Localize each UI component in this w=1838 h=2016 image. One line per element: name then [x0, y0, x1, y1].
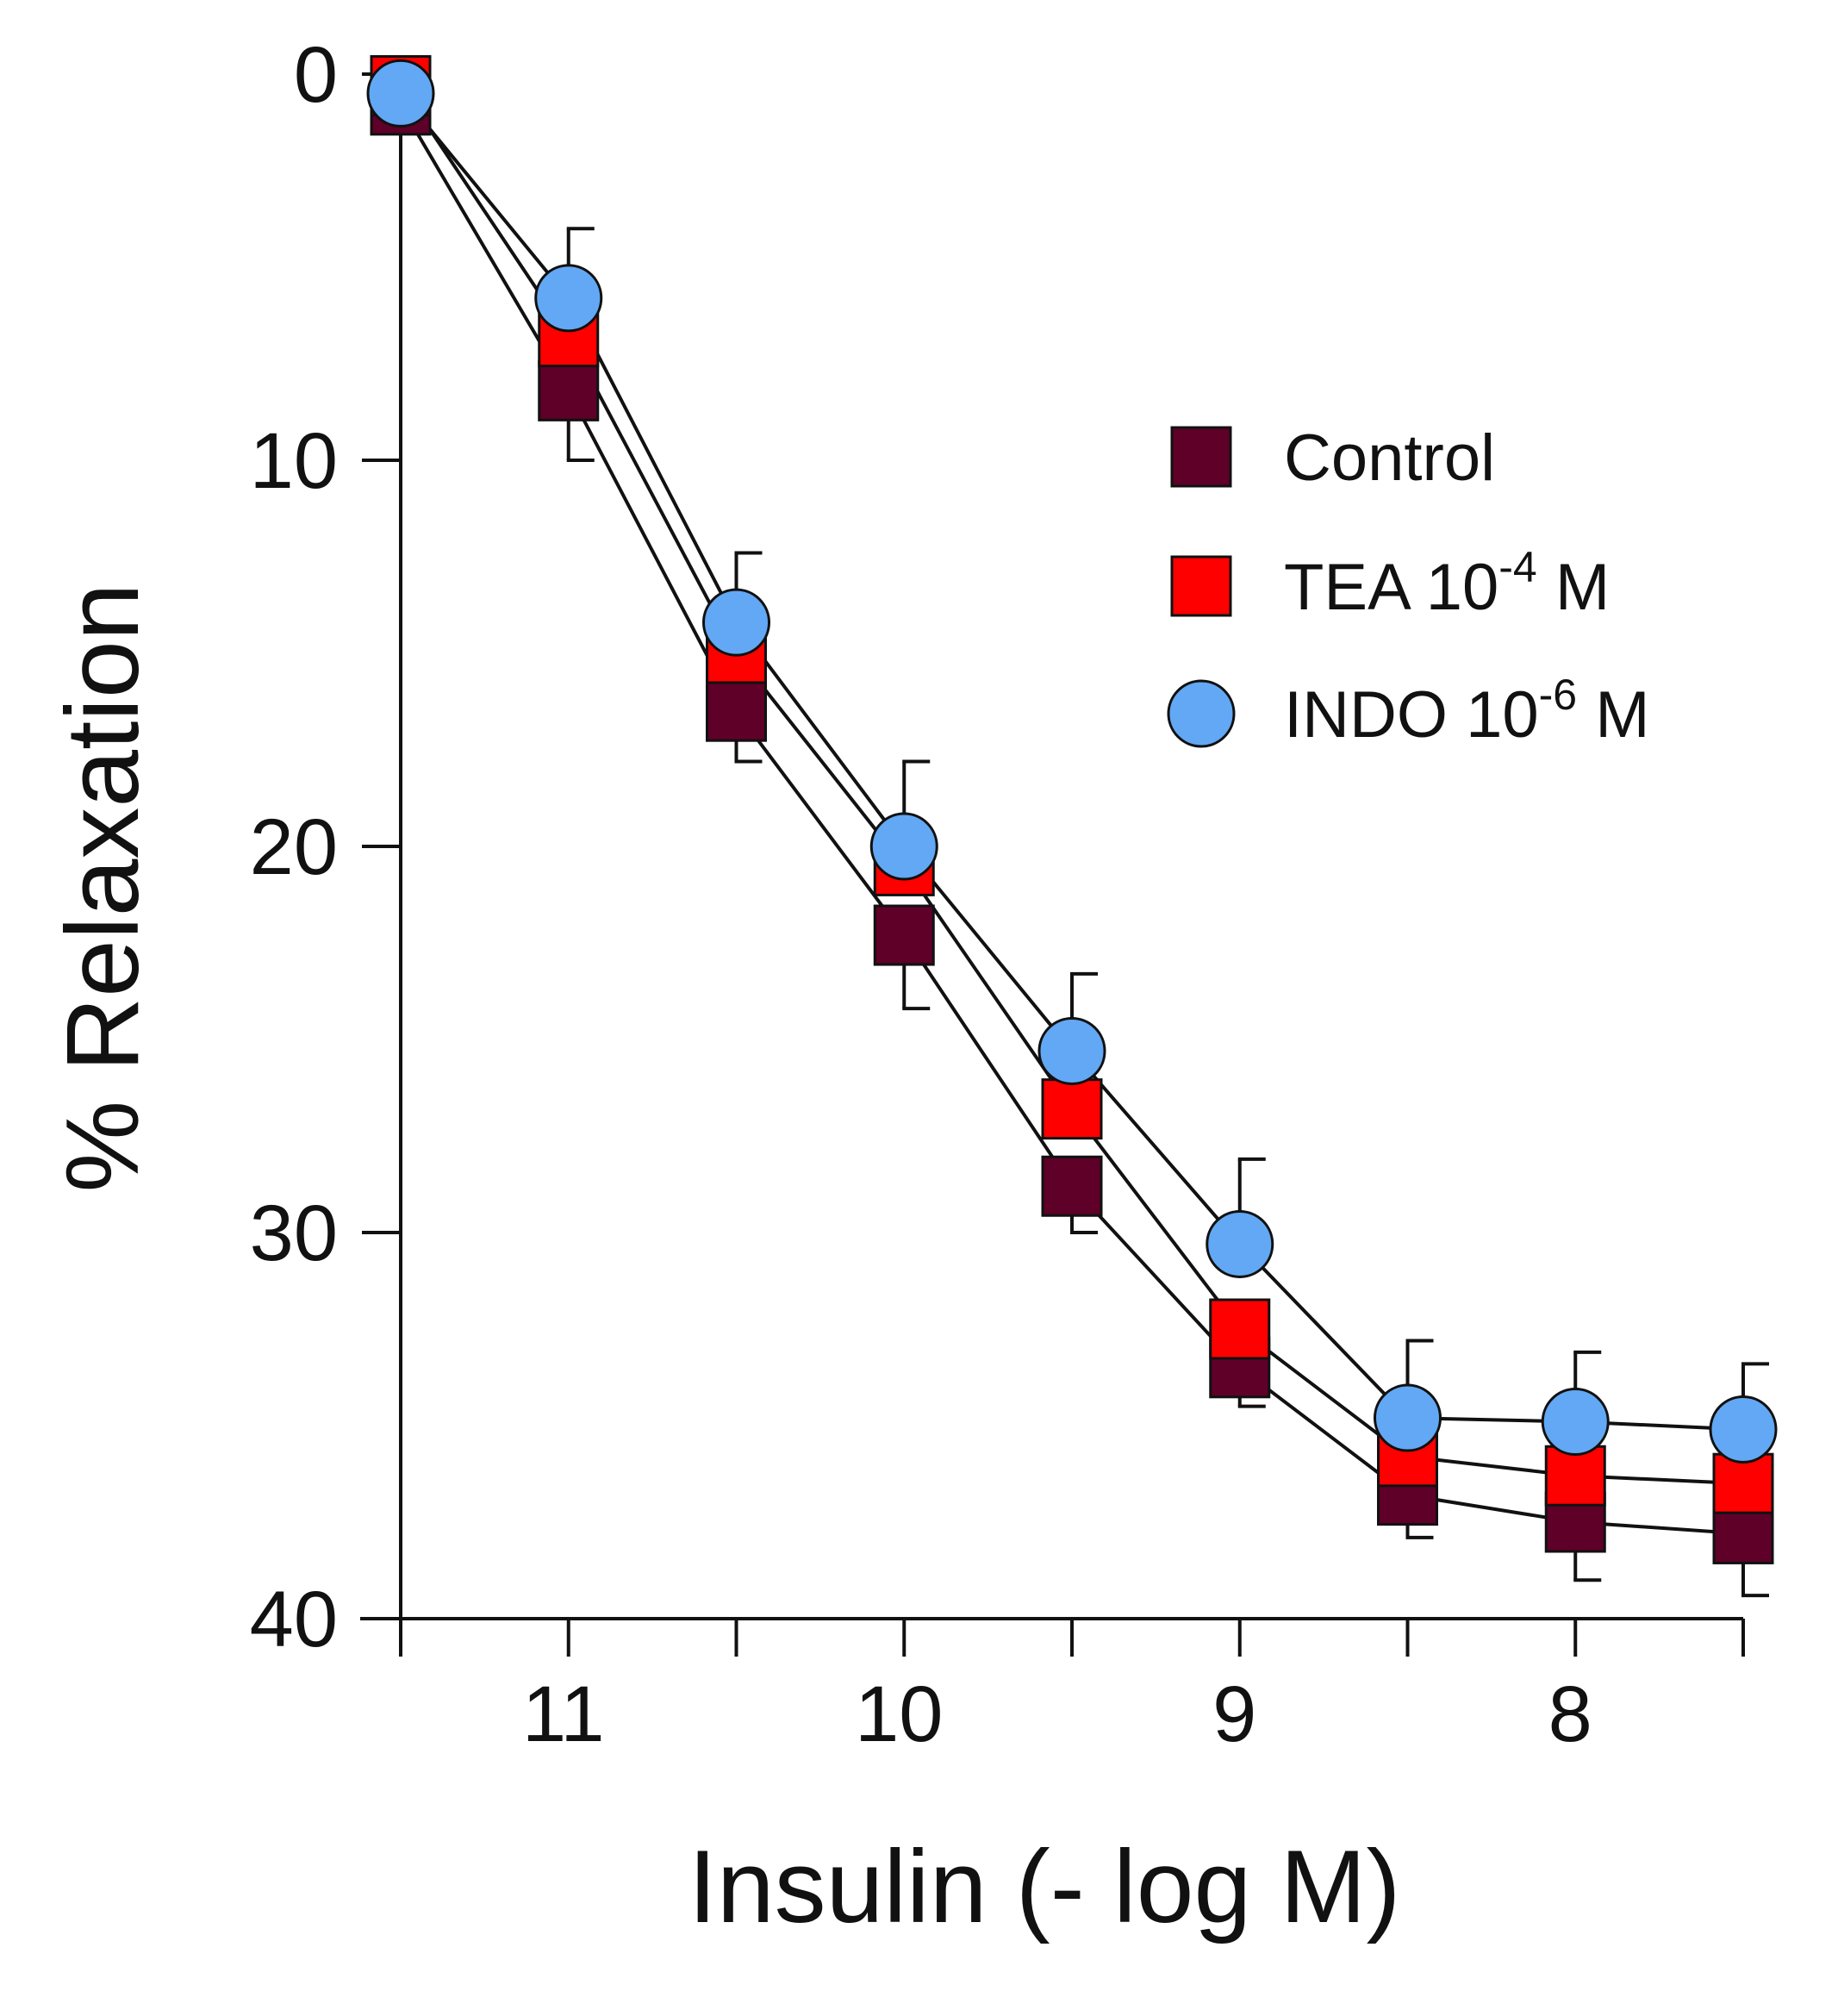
data-point-1-5	[1209, 1298, 1271, 1360]
legend-item-2: INDO 10-6 M	[1167, 671, 1650, 752]
data-point-0-1	[538, 359, 600, 421]
legend-item-1: TEA 10-4 M	[1170, 543, 1610, 624]
x-axis-title: Insulin (- log M)	[688, 1829, 1401, 1944]
data-point-1-4	[1041, 1078, 1103, 1140]
error-bars	[566, 227, 1769, 1598]
legend-label: INDO 10-6 M	[1284, 671, 1650, 752]
data-point-2-0	[366, 59, 435, 128]
data-point-2-8	[1709, 1395, 1778, 1464]
legend-item-0: Control	[1170, 421, 1495, 495]
data-point-1-8	[1712, 1452, 1774, 1514]
legend-label-suffix: M	[1537, 551, 1610, 624]
data-point-2-1	[534, 264, 603, 333]
x-tick-label: 9	[1212, 1670, 1256, 1758]
legend-swatch	[1170, 555, 1232, 617]
data-point-2-6	[1374, 1383, 1442, 1452]
data-point-0-8	[1712, 1502, 1774, 1564]
legend-label: TEA 10-4 M	[1284, 543, 1610, 624]
y-axis-title: % Relaxation	[45, 583, 160, 1192]
legend-swatch	[1167, 679, 1236, 748]
ticks: 0 10 20 30 40 11 10 9 8	[250, 31, 1745, 1758]
y-tick-label: 0	[294, 31, 338, 119]
data-point-0-2	[706, 680, 767, 742]
x-tick-label: 8	[1548, 1670, 1592, 1758]
legend-label-text: INDO 10	[1284, 678, 1539, 752]
legend-label-superscript: -4	[1498, 543, 1536, 591]
x-tick-label: 11	[522, 1670, 605, 1758]
data-point-2-2	[702, 588, 770, 657]
data-point-2-7	[1541, 1388, 1610, 1457]
legend-swatch	[1170, 426, 1232, 488]
y-tick-label: 40	[250, 1576, 338, 1663]
x-tick-label: 10	[855, 1670, 943, 1758]
data-point-2-3	[869, 812, 938, 881]
series-line-0	[399, 103, 1744, 1536]
legend-label-suffix: M	[1577, 678, 1649, 752]
data-point-0-3	[873, 904, 935, 966]
legend-label-text: Control	[1284, 421, 1495, 495]
legend-label-text: TEA 10	[1284, 551, 1498, 624]
y-tick-label: 10	[250, 417, 338, 505]
axis-titles: Insulin (- log M) % Relaxation	[45, 583, 1400, 1944]
data-point-2-5	[1206, 1209, 1274, 1278]
legend-label-superscript: -6	[1539, 671, 1577, 719]
y-tick-label: 20	[250, 803, 338, 891]
legend-label: Control	[1284, 421, 1495, 495]
markers	[366, 54, 1778, 1564]
y-tick-label: 30	[250, 1189, 338, 1277]
data-point-2-4	[1037, 1016, 1106, 1085]
data-point-0-4	[1041, 1155, 1103, 1217]
